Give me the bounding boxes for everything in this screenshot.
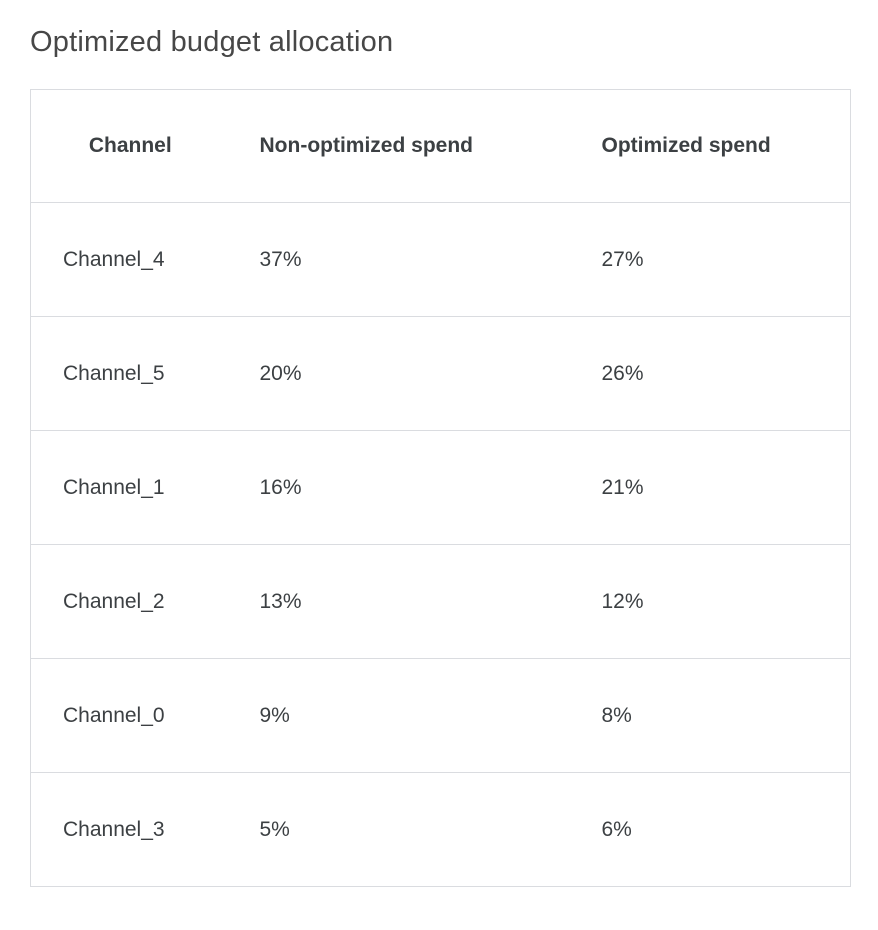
table-row: Channel_5 20% 26% <box>30 316 851 431</box>
cell-channel: Channel_5 <box>30 316 231 431</box>
cell-non-optimized-spend: 9% <box>230 658 573 773</box>
cell-optimized-spend: 26% <box>572 316 851 431</box>
table-row: Channel_4 37% 27% <box>30 202 851 317</box>
cell-channel: Channel_1 <box>30 430 231 545</box>
column-header-non-optimized-spend: Non-optimized spend <box>230 89 573 203</box>
cell-non-optimized-spend: 5% <box>259 817 290 841</box>
table-body: Channel_4 37% 27% Channel_5 20% 26% Chan… <box>30 202 851 887</box>
cell-channel: Channel_4 <box>30 202 231 317</box>
cell-non-optimized-spend: 16% <box>230 430 573 545</box>
cell-channel: Channel_2 <box>30 544 231 659</box>
table-row: Channel_1 16% 21% <box>30 430 851 545</box>
column-header-optimized-spend: Optimized spend <box>572 89 851 203</box>
column-header-channel: Channel <box>30 89 231 203</box>
budget-allocation-table: Channel Non-optimized spend Optimized sp… <box>30 89 851 887</box>
cell-optimized-spend: 8% <box>572 658 851 773</box>
cell-non-optimized-spend: 13% <box>230 544 573 659</box>
cell-channel: Channel_3 <box>63 817 165 841</box>
page-title: Optimized budget allocation <box>30 26 394 58</box>
cell-channel: Channel_0 <box>30 658 231 773</box>
cell-optimized-spend: 6% <box>601 817 632 841</box>
table-row: Channel_0 9% 8% <box>30 658 851 773</box>
cell-optimized-spend: 21% <box>572 430 851 545</box>
cell-optimized-spend: 27% <box>572 202 851 317</box>
table-header: Channel Non-optimized spend Optimized sp… <box>30 89 851 203</box>
table-header-row: Channel Non-optimized spend Optimized sp… <box>30 89 851 203</box>
cell-non-optimized-spend: 20% <box>230 316 573 431</box>
cell-non-optimized-spend: 37% <box>230 202 573 317</box>
cell-optimized-spend: 12% <box>572 544 851 659</box>
table-row: Channel_2 13% 12% <box>30 544 851 659</box>
table-row: Channel_3 5% 6% <box>31 773 851 887</box>
